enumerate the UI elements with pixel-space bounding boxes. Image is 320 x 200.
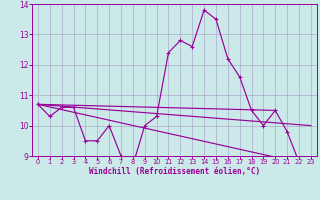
X-axis label: Windchill (Refroidissement éolien,°C): Windchill (Refroidissement éolien,°C) xyxy=(89,167,260,176)
